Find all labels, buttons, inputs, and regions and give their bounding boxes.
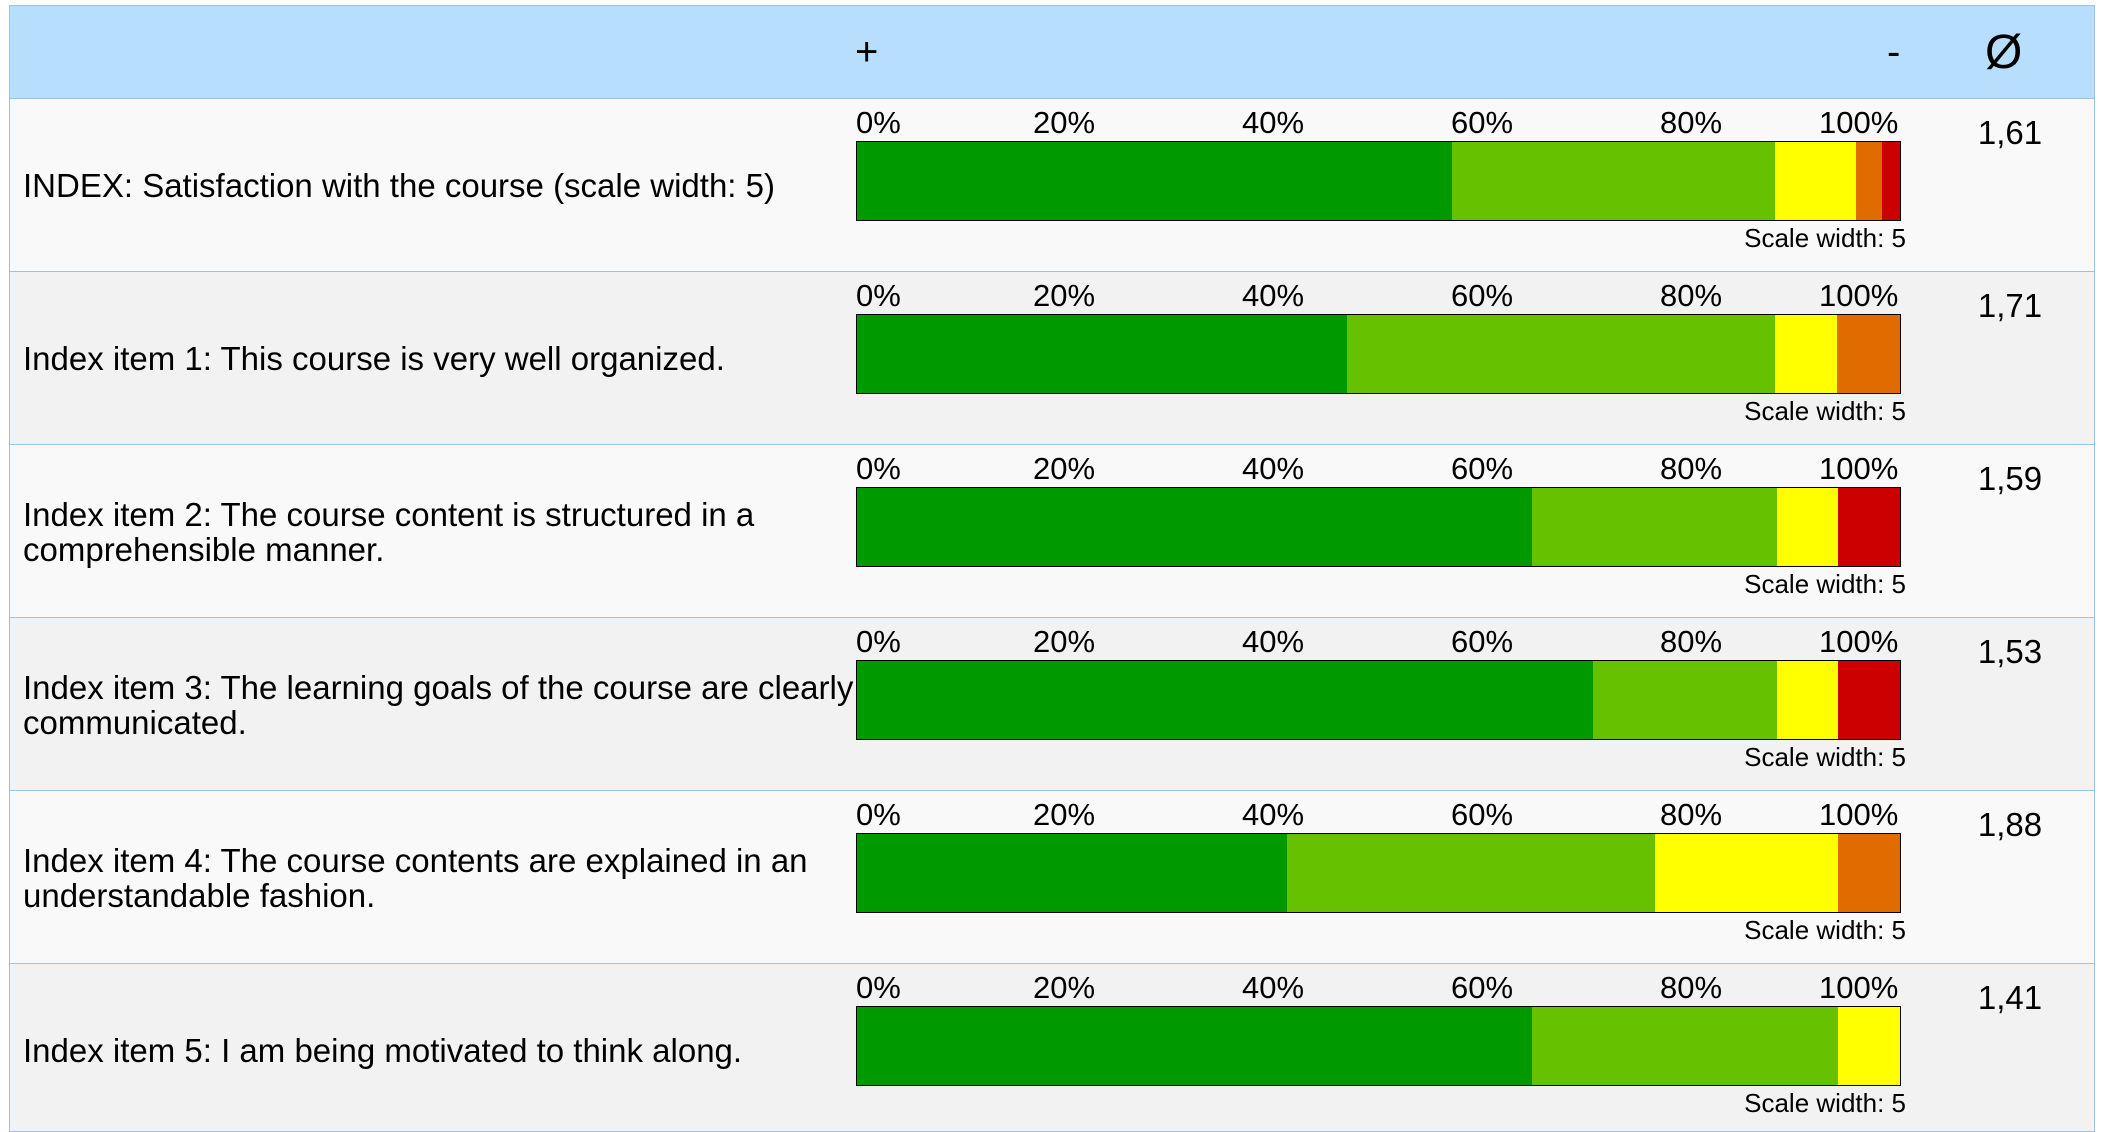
bar-segment-2 — [1531, 488, 1777, 566]
bar-segment-3 — [1776, 661, 1839, 739]
row-label: Index item 2: The course content is stru… — [23, 495, 755, 568]
axis-tick-label: 0% — [856, 624, 901, 659]
axis-tick-label: 20% — [1033, 451, 1096, 486]
bar-segment-3 — [1774, 142, 1857, 220]
mean-value: 1,59 — [1977, 460, 2043, 497]
bar-segment-2 — [1451, 142, 1775, 220]
axis-tick-label: 40% — [1242, 624, 1305, 659]
row-label: Index item 3: The learning goals of the … — [23, 668, 854, 741]
stacked-bar — [856, 833, 1901, 913]
axis-tick-label: 40% — [1242, 797, 1305, 832]
table-row: Index item 4: The course contents are ex… — [10, 791, 2094, 964]
bar-segment-4 — [1837, 315, 1900, 393]
axis-tick-label: 20% — [1033, 797, 1096, 832]
row-label: Index item 5: I am being motivated to th… — [23, 1032, 743, 1069]
bar-segment-1 — [857, 315, 1348, 393]
axis-tick-label: 20% — [1033, 970, 1096, 1005]
bar-segment-2 — [1593, 661, 1777, 739]
axis-tick-label: 100% — [1819, 105, 1899, 140]
axis-tick-label: 0% — [856, 451, 901, 486]
axis-tick-label: 100% — [1819, 970, 1899, 1005]
axis-tick-label: 60% — [1451, 797, 1514, 832]
bar-segment-3 — [1654, 834, 1839, 912]
row-label: INDEX: Satisfaction with the course (sca… — [23, 167, 775, 204]
row-label: Index item 1: This course is very well o… — [23, 340, 725, 377]
scale-width-note: Scale width: 5 — [1744, 1088, 1906, 1118]
bar-segment-1 — [857, 488, 1532, 566]
results-table: + - Ø INDEX: Satisfaction with the cours… — [9, 5, 2095, 1132]
axis-tick-label: 80% — [1660, 970, 1723, 1005]
axis-tick-label: 80% — [1660, 278, 1723, 313]
mean-value: 1,61 — [1977, 114, 2043, 151]
axis-tick-label: 20% — [1033, 105, 1096, 140]
axis-tick-label: 100% — [1819, 278, 1899, 313]
mean-value: 1,53 — [1977, 633, 2043, 670]
axis-tick-label: 0% — [856, 797, 901, 832]
table-row: INDEX: Satisfaction with the course (sca… — [10, 99, 2094, 272]
axis-tick-label: 60% — [1451, 970, 1514, 1005]
mean-value: 1,71 — [1977, 287, 2043, 324]
table-row: Index item 2: The course content is stru… — [10, 445, 2094, 618]
stacked-bar — [856, 1006, 1901, 1086]
bar-segment-3 — [1838, 1007, 1900, 1085]
axis-tick-label: 40% — [1242, 278, 1305, 313]
axis-tick-label: 40% — [1242, 105, 1305, 140]
bar-segment-3 — [1776, 488, 1839, 566]
scale-width-note: Scale width: 5 — [1744, 396, 1906, 426]
axis-tick-label: 80% — [1660, 451, 1723, 486]
row-label: Index item 4: The course contents are ex… — [23, 841, 808, 914]
bar-segment-2 — [1347, 315, 1775, 393]
mean-value: 1,88 — [1977, 806, 2043, 843]
table-header: + - Ø — [10, 6, 2094, 99]
scale-width-note: Scale width: 5 — [1744, 742, 1906, 772]
bar-segment-5 — [1882, 142, 1900, 220]
bar-segment-1 — [857, 1007, 1532, 1085]
axis-tick-label: 60% — [1451, 105, 1514, 140]
axis-tick-label: 20% — [1033, 624, 1096, 659]
stacked-bar — [856, 487, 1901, 567]
table-row: Index item 5: I am being motivated to th… — [10, 964, 2094, 1131]
bar-segment-2 — [1286, 834, 1655, 912]
axis-tick-label: 100% — [1819, 797, 1899, 832]
bar-segment-1 — [857, 142, 1452, 220]
bar-segment-2 — [1531, 1007, 1839, 1085]
axis-tick-label: 60% — [1451, 624, 1514, 659]
bar-segment-5 — [1838, 661, 1900, 739]
axis-tick-label: 100% — [1819, 451, 1899, 486]
axis-tick-label: 0% — [856, 970, 901, 1005]
negative-end-label: - — [1887, 30, 1901, 74]
scale-width-note: Scale width: 5 — [1744, 915, 1906, 945]
bar-segment-3 — [1774, 315, 1838, 393]
average-column-header: Ø — [1985, 26, 2023, 79]
bar-segment-4 — [1838, 834, 1900, 912]
axis-tick-label: 60% — [1451, 278, 1514, 313]
axis-tick-label: 20% — [1033, 278, 1096, 313]
axis-tick-label: 0% — [856, 278, 901, 313]
stacked-bar — [856, 660, 1901, 740]
axis-tick-label: 0% — [856, 105, 901, 140]
axis-tick-label: 40% — [1242, 970, 1305, 1005]
stacked-bar — [856, 141, 1901, 221]
axis-tick-label: 80% — [1660, 624, 1723, 659]
bar-segment-5 — [1838, 488, 1900, 566]
mean-value: 1,41 — [1977, 979, 2043, 1016]
table-row: Index item 1: This course is very well o… — [10, 272, 2094, 445]
axis-tick-label: 80% — [1660, 105, 1723, 140]
scale-width-note: Scale width: 5 — [1744, 223, 1906, 253]
bar-segment-1 — [857, 661, 1594, 739]
axis-tick-label: 100% — [1819, 624, 1899, 659]
scale-width-note: Scale width: 5 — [1744, 569, 1906, 599]
axis-tick-label: 80% — [1660, 797, 1723, 832]
stacked-bar — [856, 314, 1901, 394]
positive-end-label: + — [855, 30, 879, 74]
table-row: Index item 3: The learning goals of the … — [10, 618, 2094, 791]
bar-segment-1 — [857, 834, 1287, 912]
axis-tick-label: 60% — [1451, 451, 1514, 486]
axis-tick-label: 40% — [1242, 451, 1305, 486]
bar-segment-4 — [1856, 142, 1883, 220]
